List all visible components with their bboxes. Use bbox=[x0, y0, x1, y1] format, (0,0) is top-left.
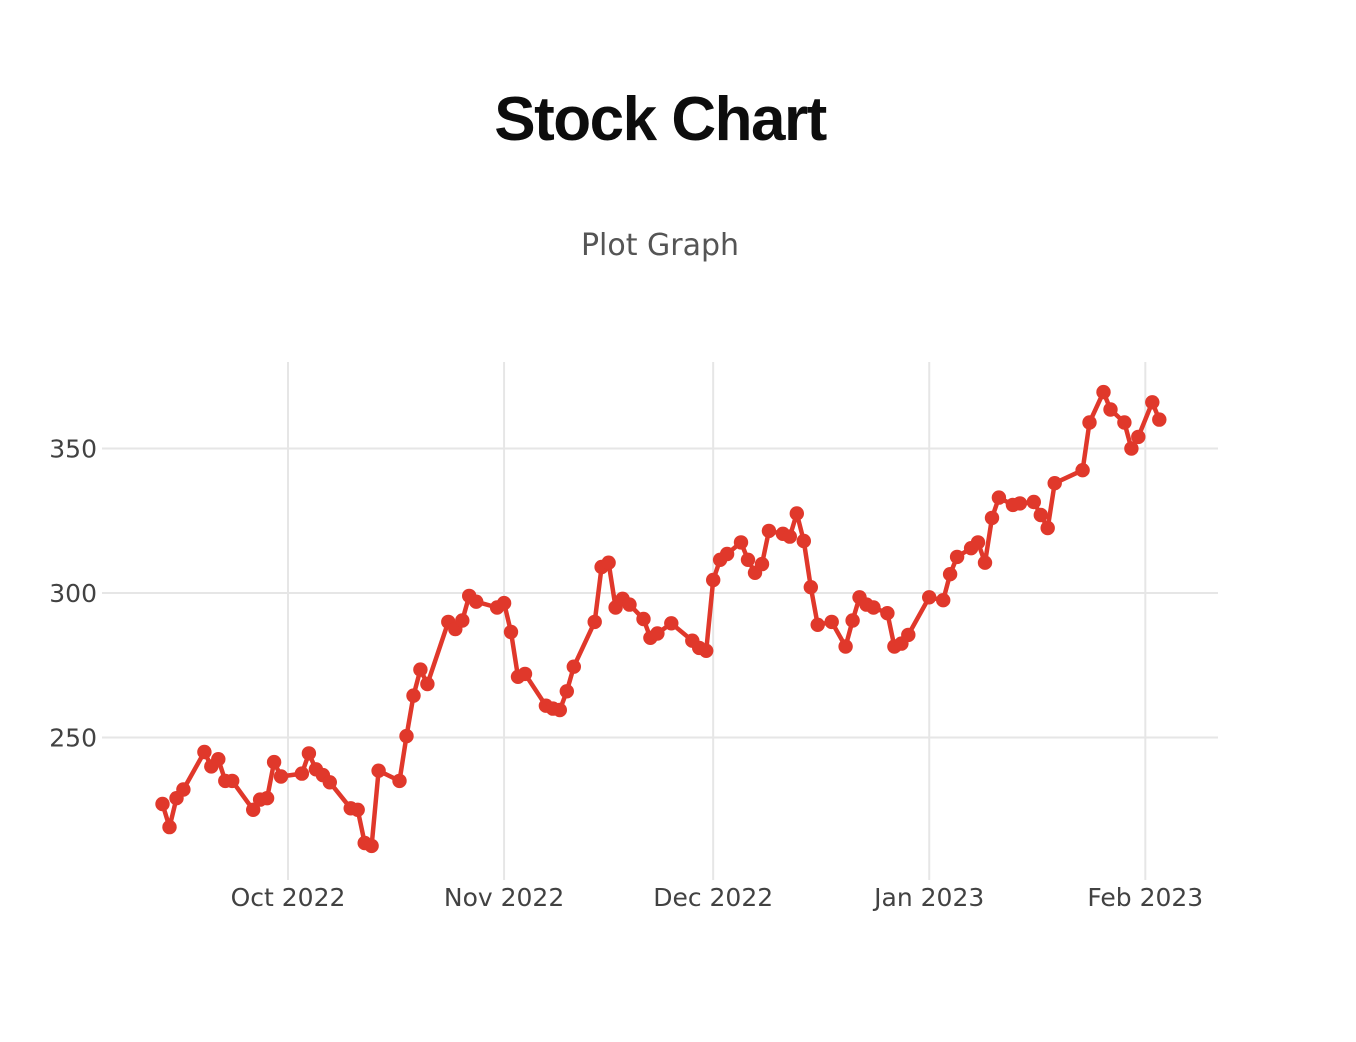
data-point[interactable] bbox=[552, 702, 567, 718]
data-point[interactable] bbox=[901, 627, 916, 643]
data-point[interactable] bbox=[636, 611, 651, 627]
data-point[interactable] bbox=[845, 613, 860, 628]
data-point[interactable] bbox=[880, 606, 895, 621]
data-point[interactable] bbox=[706, 572, 721, 588]
data-point[interactable] bbox=[1096, 384, 1111, 400]
data-point[interactable] bbox=[1131, 429, 1146, 445]
data-point[interactable] bbox=[197, 744, 212, 760]
data-point[interactable] bbox=[364, 838, 379, 854]
data-point[interactable] bbox=[1117, 415, 1132, 430]
data-point[interactable] bbox=[155, 796, 170, 812]
data-point[interactable] bbox=[824, 614, 839, 630]
data-point[interactable] bbox=[322, 775, 337, 790]
data-point[interactable] bbox=[469, 594, 484, 609]
data-point[interactable] bbox=[810, 617, 825, 632]
x-tick-label: Feb 2023 bbox=[1087, 883, 1203, 912]
data-point[interactable] bbox=[1124, 441, 1139, 456]
chart-subtitle: Plot Graph bbox=[580, 228, 740, 263]
y-tick-label: 350 bbox=[49, 435, 97, 464]
data-point[interactable] bbox=[601, 555, 616, 570]
data-point[interactable] bbox=[503, 624, 519, 640]
data-point[interactable] bbox=[936, 593, 951, 608]
data-point[interactable] bbox=[1152, 412, 1167, 427]
data-point[interactable] bbox=[392, 773, 407, 789]
data-point[interactable] bbox=[273, 769, 289, 784]
data-point[interactable] bbox=[455, 613, 470, 628]
x-tick-label: Oct 2022 bbox=[231, 883, 346, 912]
page-title: Stock Chart bbox=[494, 84, 827, 154]
data-point[interactable] bbox=[866, 600, 881, 615]
data-point[interactable] bbox=[1026, 494, 1042, 510]
data-point[interactable] bbox=[977, 555, 993, 570]
data-point[interactable] bbox=[699, 643, 714, 658]
data-point[interactable] bbox=[371, 763, 386, 778]
data-point[interactable] bbox=[413, 662, 428, 677]
y-tick-label: 250 bbox=[49, 724, 97, 753]
data-point[interactable] bbox=[259, 791, 275, 806]
data-point[interactable] bbox=[622, 597, 637, 612]
data-point[interactable] bbox=[496, 595, 512, 611]
x-tick-label: Jan 2023 bbox=[872, 883, 984, 912]
data-point[interactable] bbox=[1103, 402, 1118, 417]
data-point[interactable] bbox=[350, 802, 365, 817]
data-point[interactable] bbox=[1075, 463, 1090, 478]
data-point[interactable] bbox=[796, 533, 811, 549]
data-point[interactable] bbox=[991, 490, 1007, 505]
data-point[interactable] bbox=[1082, 415, 1097, 430]
x-tick-label: Dec 2022 bbox=[653, 883, 773, 912]
data-point[interactable] bbox=[664, 616, 679, 631]
data-point[interactable] bbox=[740, 552, 756, 567]
data-point[interactable] bbox=[650, 626, 665, 641]
data-point[interactable] bbox=[266, 754, 282, 770]
data-point[interactable] bbox=[420, 676, 435, 692]
data-point[interactable] bbox=[246, 802, 261, 817]
data-point[interactable] bbox=[803, 580, 818, 595]
data-point[interactable] bbox=[1033, 507, 1049, 523]
data-point[interactable] bbox=[949, 549, 965, 565]
data-point[interactable] bbox=[984, 510, 1000, 526]
data-point[interactable] bbox=[754, 556, 770, 572]
x-tick-label: Nov 2022 bbox=[444, 883, 564, 912]
y-tick-label: 300 bbox=[49, 579, 97, 608]
data-point[interactable] bbox=[761, 523, 777, 539]
data-point[interactable] bbox=[719, 546, 735, 562]
data-point[interactable] bbox=[176, 782, 191, 797]
data-point[interactable] bbox=[211, 752, 226, 767]
data-point[interactable] bbox=[225, 773, 240, 789]
data-point[interactable] bbox=[1047, 476, 1062, 491]
data-point[interactable] bbox=[559, 684, 574, 699]
data-point[interactable] bbox=[782, 529, 797, 544]
data-point[interactable] bbox=[587, 614, 602, 630]
data-point[interactable] bbox=[789, 506, 804, 521]
data-point[interactable] bbox=[942, 567, 958, 582]
data-point[interactable] bbox=[733, 535, 749, 550]
data-point[interactable] bbox=[1145, 395, 1160, 410]
data-point[interactable] bbox=[162, 819, 177, 835]
data-point[interactable] bbox=[294, 766, 310, 781]
price-line bbox=[160, 389, 1162, 849]
data-point[interactable] bbox=[922, 590, 937, 605]
data-point[interactable] bbox=[566, 659, 581, 674]
data-point[interactable] bbox=[1040, 520, 1055, 536]
data-point[interactable] bbox=[1012, 496, 1028, 511]
data-point[interactable] bbox=[970, 535, 986, 550]
data-point[interactable] bbox=[406, 688, 421, 703]
data-point[interactable] bbox=[301, 746, 317, 761]
data-point[interactable] bbox=[517, 666, 533, 682]
data-point[interactable] bbox=[838, 639, 853, 654]
data-point[interactable] bbox=[399, 728, 414, 744]
